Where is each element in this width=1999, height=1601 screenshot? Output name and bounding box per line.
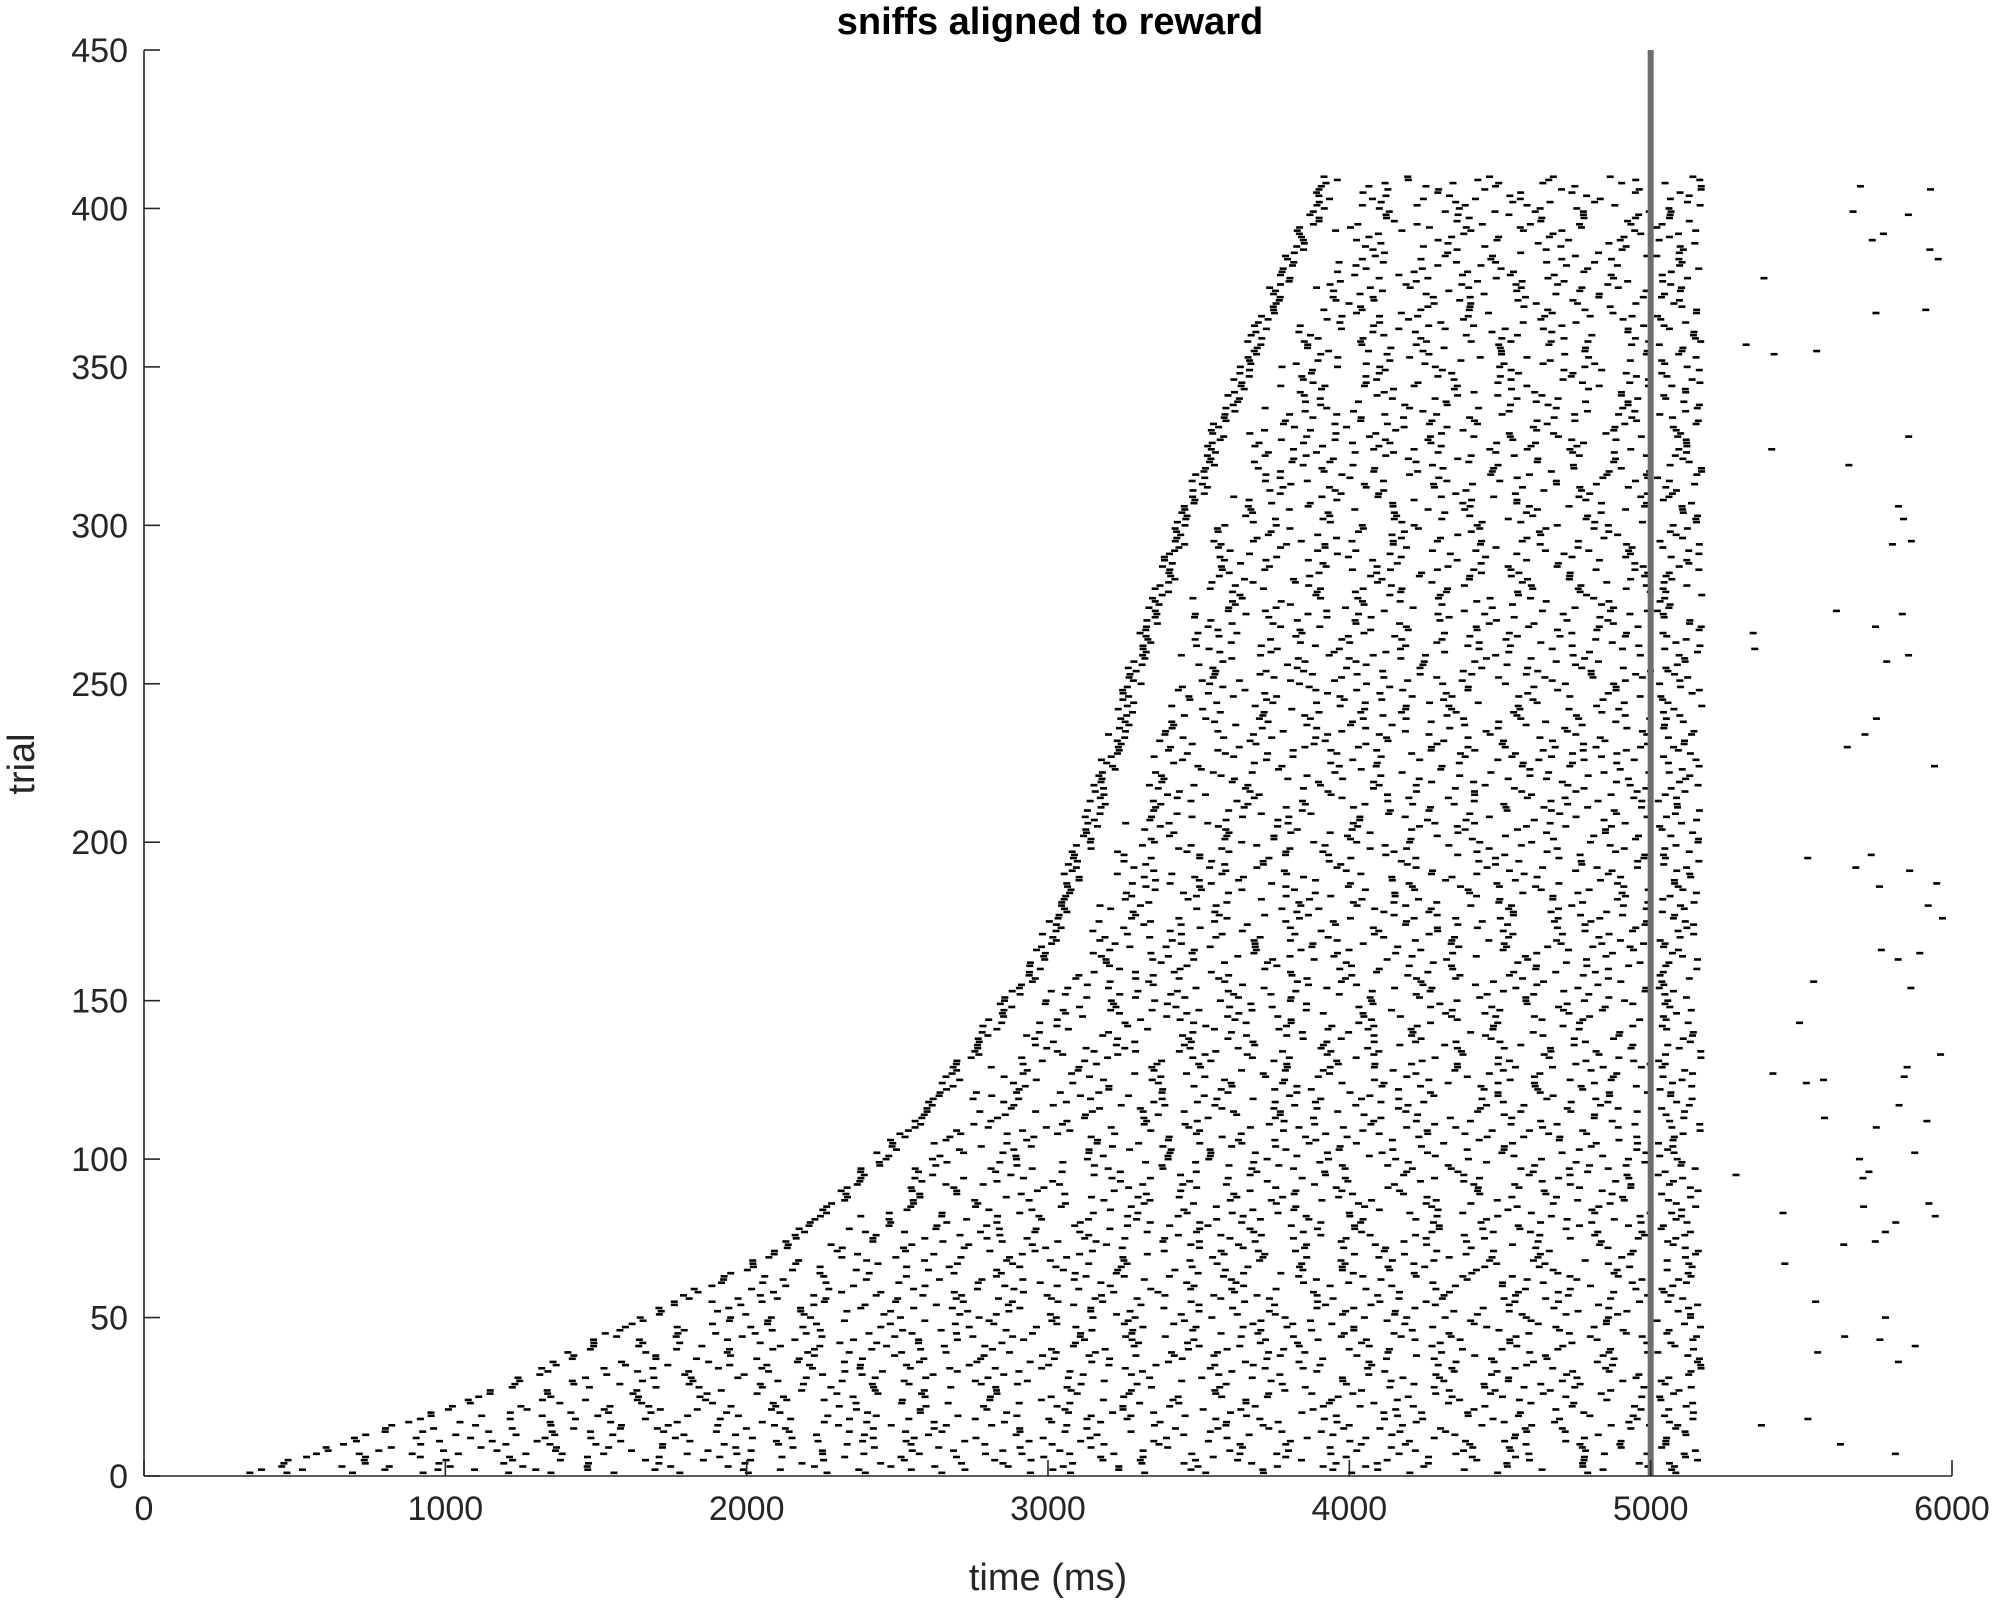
y-tick-label: 450 [71,32,128,70]
x-tick-label: 1000 [408,1490,484,1528]
x-tick-label: 0 [135,1490,154,1528]
x-axis-label: time (ms) [969,1557,1127,1599]
y-tick-label: 150 [71,983,128,1021]
y-tick-label: 250 [71,666,128,704]
y-tick-label: 300 [71,507,128,545]
x-tick-label: 4000 [1312,1490,1388,1528]
y-axis-label: trial [1,733,43,794]
x-tick-label: 2000 [709,1490,785,1528]
x-tick-label: 6000 [1914,1490,1990,1528]
sniff-marks [246,175,1947,1475]
y-tick-label: 200 [71,824,128,862]
y-tick-label: 100 [71,1141,128,1179]
axes: 0 1000 2000 3000 4000 5000 6000 0 50 100 150 200 250… [71,32,1990,1528]
y-tick-label: 350 [71,349,128,387]
y-tick-label: 400 [71,190,128,228]
x-tick-label: 5000 [1613,1490,1689,1528]
y-tick-label: 50 [90,1300,128,1338]
chart-title: sniffs aligned to reward [837,1,1264,43]
y-tick-label: 0 [109,1458,128,1496]
x-tick-label: 3000 [1010,1490,1086,1528]
